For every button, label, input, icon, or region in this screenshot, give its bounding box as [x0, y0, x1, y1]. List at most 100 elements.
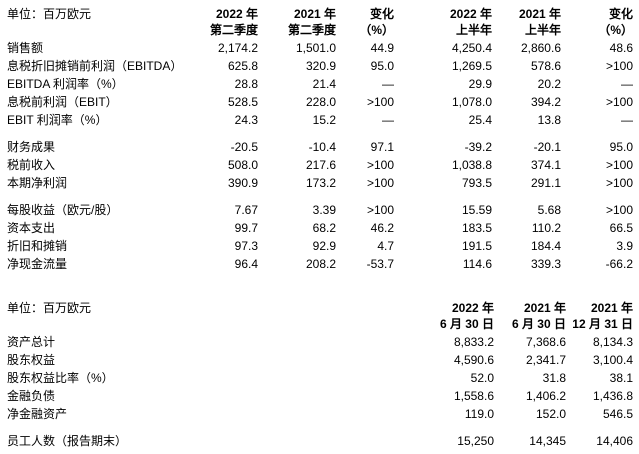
row-label: 员工人数（报告期末）: [7, 434, 128, 448]
cell-value: 46.2: [370, 221, 394, 235]
column-header-line2: 6 月 30 日: [511, 317, 566, 331]
cell-value: 1,038.8: [451, 158, 492, 172]
cell-value: >100: [605, 59, 633, 73]
cell-value: 110.2: [531, 221, 561, 235]
cell-value: 48.6: [609, 41, 633, 55]
cell-value: 14,345: [529, 434, 566, 448]
row-label: 每股收益（欧元/股）: [7, 203, 119, 217]
row-label: 股东权益比率（%）: [7, 371, 114, 385]
cell-value: 8,833.2: [453, 335, 494, 349]
cell-value: 4.7: [377, 239, 394, 253]
cell-value: 4,250.4: [451, 41, 492, 55]
cell-value: —: [382, 77, 394, 91]
cell-value: 99.7: [234, 221, 258, 235]
cell-value: -10.4: [308, 140, 336, 154]
balance-sheet-table: 单位：百万欧元 2022 年 6 月 30 日 2021 年 6 月 30 日 …: [7, 300, 633, 449]
unit-label: 单位：百万欧元: [7, 7, 92, 21]
table-row: 税前收入 508.0 217.6 >100 1,038.8 374.1 >100: [7, 155, 633, 173]
cell-value: 44.9: [370, 41, 394, 55]
table-row: 资本支出 99.7 68.2 46.2 183.5 110.2 66.5: [7, 218, 633, 236]
unit-label: 单位：百万欧元: [7, 301, 92, 315]
cell-value: 2,860.6: [520, 41, 561, 55]
spacer-row: [7, 191, 633, 200]
cell-value: 291.1: [530, 176, 561, 190]
column-header-line2: 上半年: [455, 23, 492, 37]
cell-value: 339.3: [530, 257, 561, 271]
cell-value: -53.7: [366, 257, 394, 271]
cell-value: 320.9: [305, 59, 336, 73]
cell-value: >100: [605, 203, 633, 217]
column-header-jun30-2021: 2021 年 6 月 30 日: [494, 300, 566, 332]
cell-value: 508.0: [227, 158, 258, 172]
table-row: 金融负债 1,558.6 1,406.2 1,436.8: [7, 386, 633, 404]
cell-value: 28.8: [234, 77, 258, 91]
cell-value: 1,269.5: [451, 59, 492, 73]
row-label: 净现金流量: [7, 257, 68, 271]
table-row: 资产总计 8,833.2 7,368.6 8,134.3: [7, 332, 633, 350]
column-header-dec31-2021: 2021 年 12 月 31 日: [566, 300, 633, 332]
row-label: 财务成果: [7, 140, 56, 154]
spacer-row: [7, 422, 633, 431]
cell-value: 191.5: [461, 239, 492, 253]
column-header-line1: 2021 年: [293, 7, 336, 21]
row-label: 资产总计: [7, 335, 56, 349]
cell-value: —: [382, 113, 394, 127]
cell-value: 97.1: [370, 140, 394, 154]
cell-value: >100: [366, 158, 394, 172]
column-header-line1: 2022 年: [451, 301, 494, 315]
cell-value: 20.2: [537, 77, 561, 91]
row-label: 税前收入: [7, 158, 56, 172]
cell-value: 208.2: [305, 257, 336, 271]
column-header-line1: 变化: [608, 7, 633, 21]
column-header-line2: （%）: [359, 23, 394, 37]
table-row: 息税前利润（EBIT） 528.5 228.0 >100 1,078.0 394.2 >10…: [7, 92, 633, 110]
row-label: 股东权益: [7, 353, 56, 367]
cell-value: 1,501.0: [295, 41, 336, 55]
column-header-q2-2022: 2022 年 第二季度: [203, 6, 258, 38]
cell-value: >100: [366, 203, 394, 217]
cell-value: 24.3: [234, 113, 258, 127]
cell-value: 114.6: [462, 257, 492, 271]
column-header-h1-2021: 2021 年 上半年: [492, 6, 561, 38]
cell-value: 2,341.7: [525, 353, 566, 367]
column-header-change-h: 变化 （%）: [561, 6, 633, 38]
cell-value: 3.9: [616, 239, 633, 253]
cell-value: 4,590.6: [453, 353, 494, 367]
spacer-row: [7, 128, 633, 137]
cell-value: -66.2: [605, 257, 633, 271]
cell-value: 173.2: [305, 176, 336, 190]
cell-value: 217.6: [305, 158, 336, 172]
column-header-line1: 2021 年: [590, 301, 633, 315]
cell-value: 97.3: [234, 239, 258, 253]
table-row: EBIT 利润率（%） 24.3 15.2 — 25.4 13.8 —: [7, 110, 633, 128]
cell-value: 183.5: [461, 221, 492, 235]
cell-value: 15.59: [461, 203, 492, 217]
cell-value: 15,250: [457, 434, 494, 448]
row-label: 净金融资产: [7, 407, 68, 421]
table-row: 销售额 2,174.2 1,501.0 44.9 4,250.4 2,860.6 48.6: [7, 38, 633, 56]
row-label: 销售额: [7, 41, 44, 55]
cell-value: 1,558.6: [453, 389, 494, 403]
column-header-line2: 第二季度: [287, 23, 336, 37]
cell-value: >100: [605, 158, 633, 172]
cell-value: 394.2: [530, 95, 561, 109]
column-header-line1: 2022 年: [449, 7, 492, 21]
table-row: 息税折旧摊销前利润（EBITDA） 625.8 320.9 95.0 1,269.5 57…: [7, 56, 633, 74]
cell-value: 152.0: [535, 407, 566, 421]
row-label: 息税折旧摊销前利润（EBITDA）: [7, 59, 183, 73]
cell-value: 1,436.8: [592, 389, 633, 403]
cell-value: 793.5: [461, 176, 492, 190]
cell-value: >100: [366, 176, 394, 190]
column-header-h1-2022: 2022 年 上半年: [394, 6, 492, 38]
column-header-line2: 6 月 30 日: [439, 317, 494, 331]
cell-value: 3,100.4: [592, 353, 633, 367]
column-header-line1: 2022 年: [215, 7, 258, 21]
cell-value: 38.1: [609, 371, 633, 385]
cell-value: 578.6: [530, 59, 561, 73]
cell-value: —: [621, 77, 633, 91]
cell-value: -39.2: [464, 140, 492, 154]
table-row: 净现金流量 96.4 208.2 -53.7 114.6 339.3 -66.2: [7, 254, 633, 272]
cell-value: 14,406: [596, 434, 633, 448]
cell-value: >100: [605, 176, 633, 190]
cell-value: 1,078.0: [451, 95, 492, 109]
